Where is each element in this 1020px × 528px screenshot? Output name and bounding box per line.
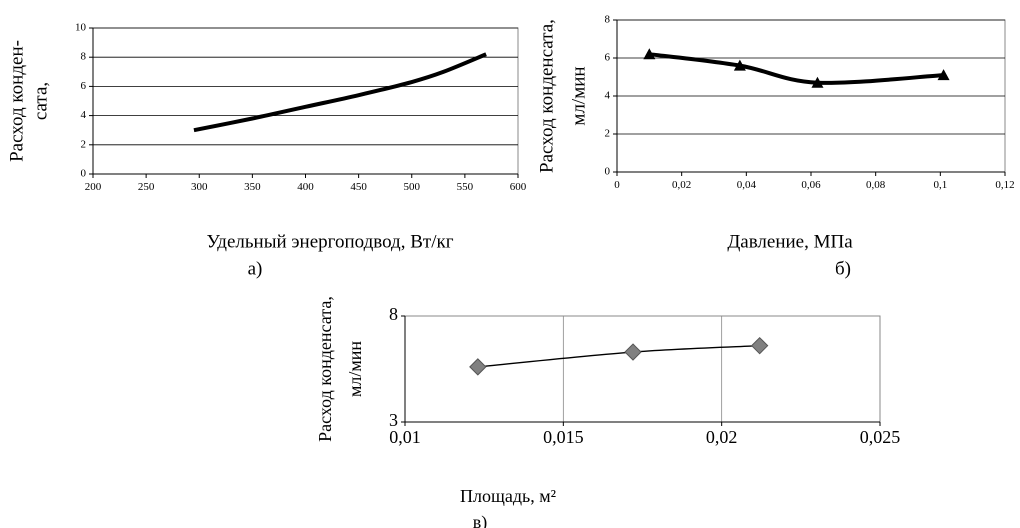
y-tick-label: 8 [81, 51, 87, 63]
y-tick-label: 2 [81, 138, 87, 150]
marker [733, 59, 746, 71]
y-axis-label: Расход конденсата, [536, 19, 557, 173]
x-tick-label: 0,025 [860, 427, 901, 447]
x-tick-label: 0,01 [389, 427, 421, 447]
y-axis-label: сата, [30, 82, 51, 120]
y-tick-label: 10 [75, 22, 87, 34]
caption: в) [473, 512, 488, 528]
y-axis-label: Расход конденсата, [315, 296, 335, 442]
x-axis-label: Удельный энергоподвод, Вт/кг [207, 231, 454, 252]
x-tick-label: 0,06 [801, 179, 821, 191]
marker [643, 48, 656, 60]
marker [750, 336, 769, 355]
x-tick-label: 200 [85, 181, 102, 193]
x-tick-label: 250 [138, 181, 155, 193]
x-tick-label: 0,1 [933, 179, 947, 191]
y-tick-label: 8 [605, 14, 611, 26]
caption: а) [248, 258, 263, 279]
y-tick-label: 0 [81, 168, 87, 180]
y-tick-label: 0 [605, 166, 611, 178]
x-tick-label: 0,015 [543, 427, 584, 447]
x-tick-label: 0,02 [672, 179, 691, 191]
marker [469, 358, 487, 376]
x-tick-label: 350 [244, 181, 261, 193]
x-tick-label: 0,08 [866, 179, 886, 191]
plot-area [92, 27, 519, 175]
x-tick-label: 600 [510, 181, 527, 193]
x-tick-label: 0,02 [706, 427, 738, 447]
x-tick-label: 550 [457, 181, 474, 193]
data-line [193, 52, 487, 133]
data-line [649, 52, 944, 85]
data-line [477, 345, 760, 368]
caption: б) [835, 258, 851, 279]
y-tick-label: 6 [81, 80, 87, 92]
x-axis-label: Давление, МПа [727, 231, 853, 252]
y-tick-label: 4 [81, 109, 87, 121]
y-tick-label: 6 [605, 52, 611, 64]
x-tick-label: 0,12 [995, 179, 1014, 191]
y-axis-label: Расход конден- [6, 40, 27, 162]
y-axis-label: мл/мин [345, 341, 365, 397]
x-tick-label: 500 [404, 181, 421, 193]
x-axis-label: Площадь, м² [460, 486, 556, 506]
marker [811, 76, 824, 88]
marker [937, 69, 950, 81]
y-tick-label: 2 [605, 128, 611, 140]
x-tick-label: 0,04 [737, 179, 757, 191]
x-tick-label: 450 [350, 181, 367, 193]
y-tick-label: 8 [389, 304, 398, 324]
x-tick-label: 400 [297, 181, 314, 193]
y-tick-label: 3 [389, 410, 398, 430]
x-tick-label: 0 [614, 179, 620, 191]
x-tick-label: 300 [191, 181, 208, 193]
marker [624, 343, 642, 361]
y-axis-label: мл/мин [568, 66, 589, 125]
y-tick-label: 4 [605, 90, 611, 102]
